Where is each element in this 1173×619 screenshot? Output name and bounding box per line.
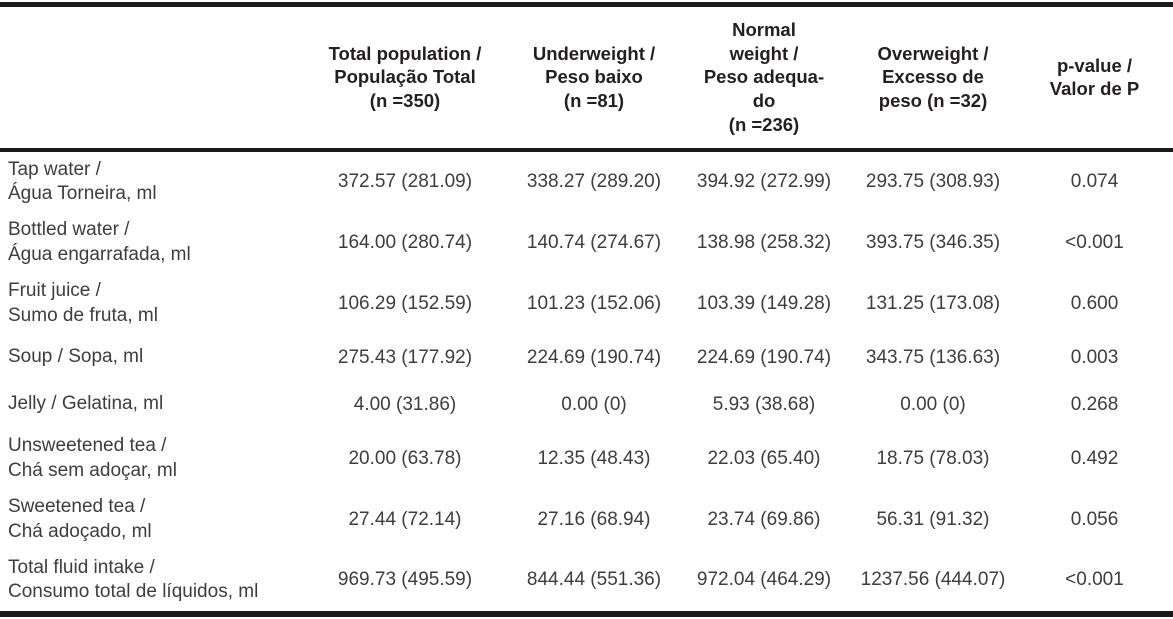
value-cell: 275.43 (177.92)	[337, 346, 473, 368]
value-cell: 844.44 (551.36)	[526, 569, 662, 591]
value-cell: 372.57 (281.09)	[337, 170, 473, 192]
column-header-underweight: Underweight / Peso baixo (n =81)	[510, 4, 678, 152]
value-cell: 224.69 (190.74)	[526, 346, 662, 368]
table-row-tap-water: Tap water / Água Torneira, ml 372.57 (28…	[0, 150, 1173, 213]
p-value-cell: 0.003	[1070, 346, 1119, 368]
value-cell: 138.98 (258.32)	[696, 231, 832, 253]
table-header: Total population / População Total (n =3…	[0, 4, 1173, 152]
value-cell: 106.29 (152.59)	[337, 292, 473, 314]
table-row-unsweetened-tea: Unsweetened tea / Chá sem adoçar, ml 20.…	[0, 428, 1173, 489]
p-value-cell: <0.001	[1065, 231, 1124, 253]
value-cell: 18.75 (78.03)	[876, 447, 990, 469]
value-cell: 27.44 (72.14)	[348, 508, 462, 530]
column-header-total-population: Total population / População Total (n =3…	[300, 4, 510, 152]
value-cell: 0.00 (0)	[900, 393, 966, 415]
value-cell: 131.25 (173.08)	[865, 292, 1001, 314]
p-value-cell: 0.056	[1070, 508, 1119, 530]
value-cell: 5.93 (38.68)	[712, 393, 816, 415]
value-cell: 224.69 (190.74)	[696, 346, 832, 368]
value-cell: 393.75 (346.35)	[865, 231, 1001, 253]
value-cell: 972.04 (464.29)	[696, 569, 832, 591]
value-cell: 56.31 (91.32)	[876, 508, 990, 530]
table-row-fruit-juice: Fruit juice / Sumo de fruta, ml 106.29 (…	[0, 273, 1173, 334]
column-header-p-value: p-value / Valor de P	[1016, 4, 1173, 152]
value-cell: 969.73 (495.59)	[337, 569, 473, 591]
table-row-bottled-water: Bottled water / Água engarrafada, ml 164…	[0, 212, 1173, 273]
p-value-cell: 0.492	[1070, 447, 1119, 469]
value-cell: 338.27 (289.20)	[526, 170, 662, 192]
row-label: Soup / Sopa, ml	[8, 346, 144, 368]
value-cell: 20.00 (63.78)	[348, 447, 462, 469]
value-cell: 23.74 (69.86)	[707, 508, 821, 530]
value-cell: 12.35 (48.43)	[537, 447, 651, 469]
column-header-normal-weight: Normal weight / Peso adequa- do (n =236)	[678, 4, 850, 152]
value-cell: 343.75 (136.63)	[865, 346, 1001, 368]
p-value-cell: 0.074	[1070, 170, 1119, 192]
row-label: Total fluid intake / Consumo total de lí…	[8, 557, 259, 603]
table-row-jelly: Jelly / Gelatina, ml 4.00 (31.86) 0.00 (…	[0, 381, 1173, 428]
value-cell: 140.74 (274.67)	[526, 231, 662, 253]
value-cell: 27.16 (68.94)	[537, 508, 651, 530]
value-cell: 394.92 (272.99)	[696, 170, 832, 192]
row-label: Tap water / Água Torneira, ml	[8, 158, 157, 204]
value-cell: 0.00 (0)	[561, 393, 627, 415]
table-row-soup: Soup / Sopa, ml 275.43 (177.92) 224.69 (…	[0, 334, 1173, 381]
value-cell: 4.00 (31.86)	[353, 393, 457, 415]
column-header-overweight: Overweight / Excesso de peso (n =32)	[850, 4, 1016, 152]
row-label: Jelly / Gelatina, ml	[8, 393, 164, 415]
p-value-cell: 0.268	[1070, 393, 1119, 415]
row-label: Fruit juice / Sumo de fruta, ml	[8, 280, 158, 326]
table-row-total-fluid-intake: Total fluid intake / Consumo total de lí…	[0, 550, 1173, 614]
column-header-empty	[0, 4, 300, 152]
table-row-sweetened-tea: Sweetened tea / Chá adoçado, ml 27.44 (7…	[0, 489, 1173, 550]
value-cell: 293.75 (308.93)	[865, 170, 1001, 192]
header-row: Total population / População Total (n =3…	[0, 4, 1173, 152]
row-label: Unsweetened tea / Chá sem adoçar, ml	[8, 435, 177, 481]
row-label: Bottled water / Água engarrafada, ml	[8, 219, 191, 265]
value-cell: 103.39 (149.28)	[696, 292, 832, 314]
value-cell: 22.03 (65.40)	[707, 447, 821, 469]
p-value-cell: <0.001	[1065, 569, 1124, 591]
value-cell: 101.23 (152.06)	[526, 292, 662, 314]
p-value-cell: 0.600	[1070, 292, 1119, 314]
table-body: Tap water / Água Torneira, ml 372.57 (28…	[0, 150, 1173, 614]
row-label: Sweetened tea / Chá adoçado, ml	[8, 496, 152, 542]
value-cell: 1237.56 (444.07)	[860, 569, 1006, 591]
value-cell: 164.00 (280.74)	[337, 231, 473, 253]
